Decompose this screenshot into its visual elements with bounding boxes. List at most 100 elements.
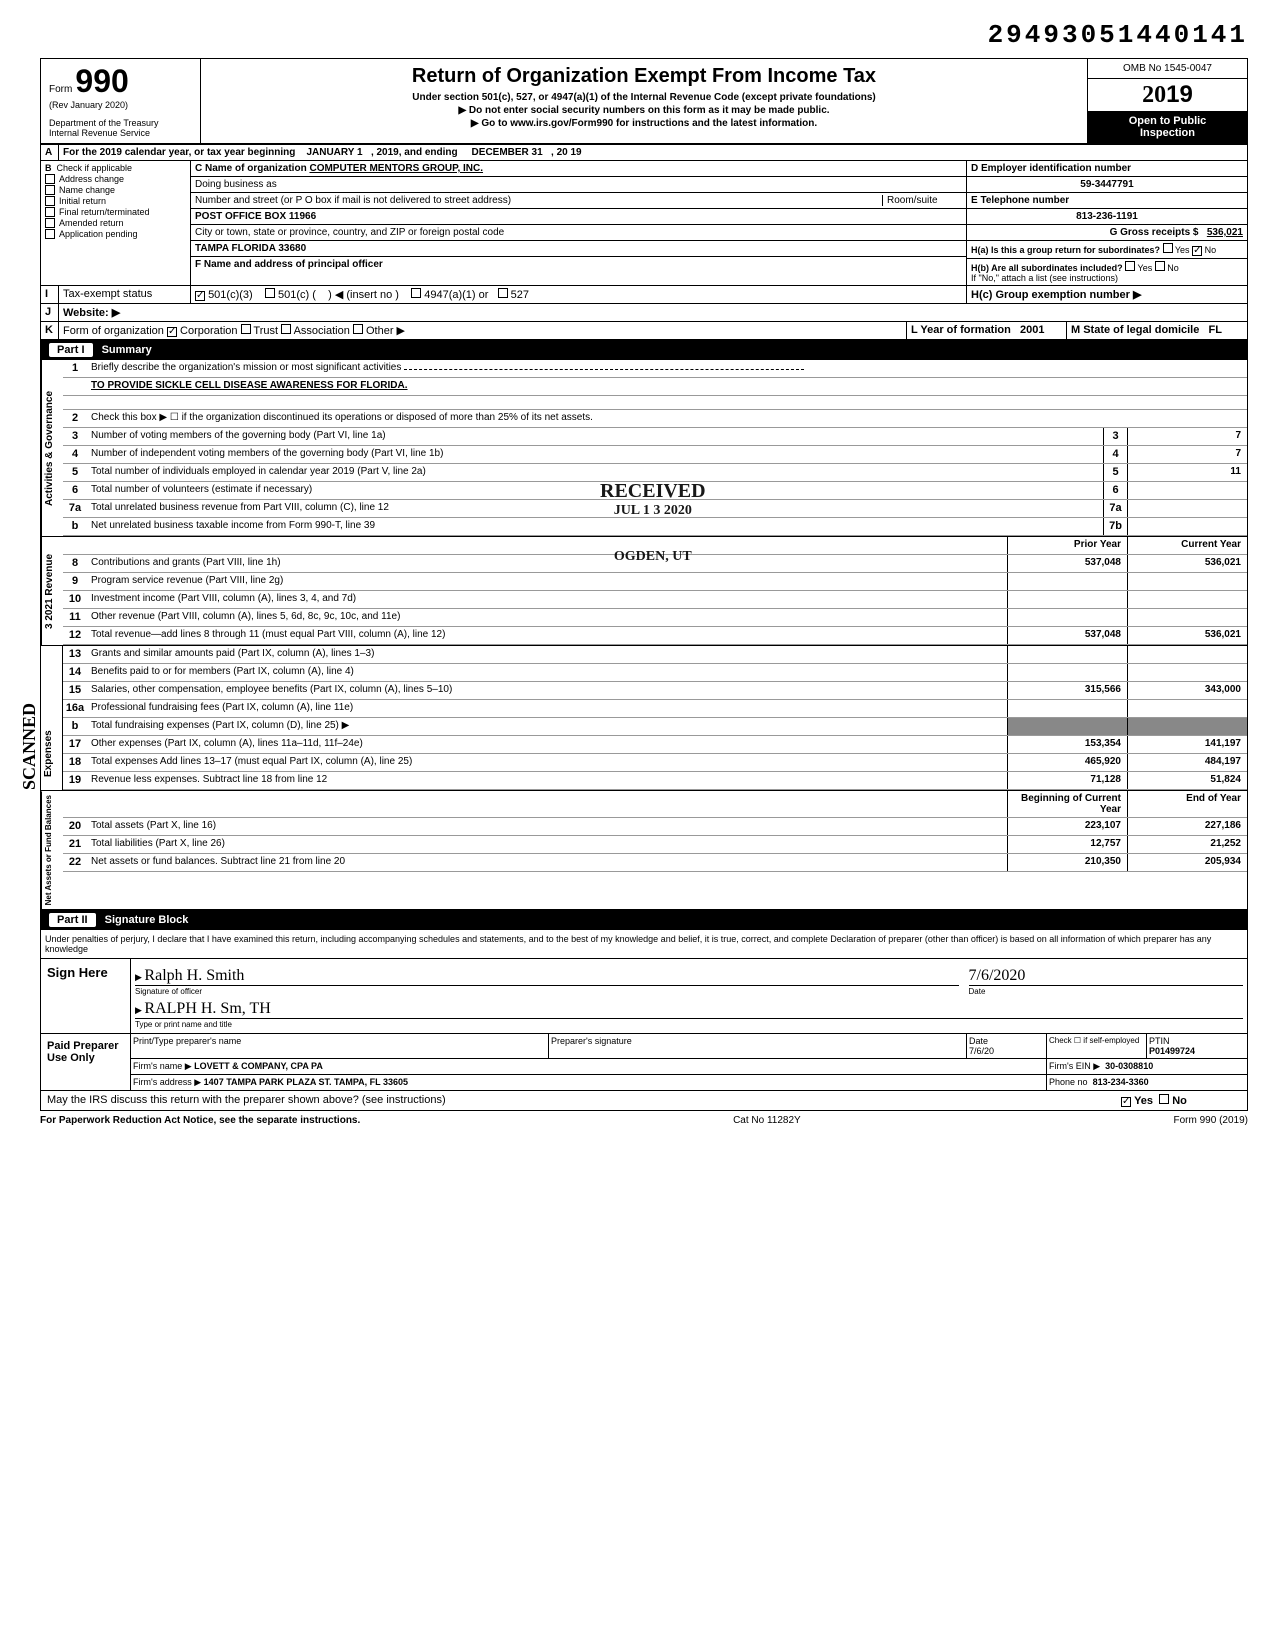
j-label: J xyxy=(41,304,59,321)
document-id: 29493051440141 xyxy=(40,20,1248,50)
checkbox-final-return-terminated[interactable]: Final return/terminated xyxy=(45,207,186,217)
f-label: F Name and address of principal officer xyxy=(195,259,383,270)
mission-answer: TO PROVIDE SICKLE CELL DISEASE AWARENESS… xyxy=(87,378,1247,395)
room-label: Room/suite xyxy=(882,195,962,206)
501c-insert: ) ◀ (insert no ) xyxy=(328,289,399,301)
other-box[interactable] xyxy=(353,324,363,334)
line-15: 15Salaries, other compensation, employee… xyxy=(63,682,1247,700)
firm-ein-label: Firm's EIN ▶ xyxy=(1049,1061,1100,1071)
4947-label: 4947(a)(1) or xyxy=(424,289,488,301)
firm-name: LOVETT & COMPANY, CPA PA xyxy=(194,1061,323,1071)
city-label: City or town, state or province, country… xyxy=(191,225,966,241)
footer-mid: Cat No 11282Y xyxy=(733,1115,801,1126)
part1-body: Activities & Governance 1Briefly describ… xyxy=(40,360,1248,537)
sign-here-label: Sign Here xyxy=(47,965,108,980)
hb-note: If "No," attach a list (see instructions… xyxy=(971,273,1118,283)
checkbox-name-change[interactable]: Name change xyxy=(45,185,186,195)
footer-right: Form 990 (2019) xyxy=(1174,1115,1248,1126)
line-14: 14Benefits paid to or for members (Part … xyxy=(63,664,1247,682)
ha-yes-box[interactable] xyxy=(1163,243,1173,253)
omb-number: OMB No 1545-0047 xyxy=(1088,59,1247,79)
ptin-value: P01499724 xyxy=(1149,1046,1195,1056)
b-label: B xyxy=(45,163,52,173)
i-label: I xyxy=(41,286,59,303)
assoc-box[interactable] xyxy=(281,324,291,334)
527-label: 527 xyxy=(511,289,529,301)
hb-yes-box[interactable] xyxy=(1125,261,1135,271)
side-expenses: Expenses xyxy=(41,718,63,790)
k-text: Form of organization xyxy=(63,325,164,337)
i-text: Tax-exempt status xyxy=(59,286,191,303)
prep-date-value: 7/6/20 xyxy=(969,1046,994,1056)
row-a-label: A xyxy=(41,145,59,160)
expenses-section: Expenses SCANNED 13Grants and similar am… xyxy=(40,646,1248,791)
4947-box[interactable] xyxy=(411,288,421,298)
discuss-no-box[interactable] xyxy=(1159,1094,1169,1104)
line-8: 8Contributions and grants (Part VIII, li… xyxy=(63,555,1247,573)
trust-label: Trust xyxy=(253,325,278,337)
501c-box[interactable] xyxy=(265,288,275,298)
summary-line-b: bNet unrelated business taxable income f… xyxy=(63,518,1247,536)
hc-label: H(c) Group exemption number ▶ xyxy=(971,289,1141,301)
page-footer: For Paperwork Reduction Act Notice, see … xyxy=(40,1115,1248,1126)
form-header: Form 990 (Rev January 2020) Department o… xyxy=(40,58,1248,145)
part2-label: Part II xyxy=(49,913,96,927)
summary-line-6: 6Total number of volunteers (estimate if… xyxy=(63,482,1247,500)
b-header: Check if applicable xyxy=(57,163,133,173)
irs-label: Internal Revenue Service xyxy=(49,128,192,138)
501c3-label: 501(c)(3) xyxy=(208,289,253,301)
other-label: Other ▶ xyxy=(366,325,405,337)
row-a-begin: JANUARY 1 xyxy=(306,147,362,158)
checkbox-application-pending[interactable]: Application pending xyxy=(45,229,186,239)
line-10: 10Investment income (Part VIII, column (… xyxy=(63,591,1247,609)
firm-name-label: Firm's name ▶ xyxy=(133,1061,192,1071)
part1-header: Part I Summary xyxy=(40,340,1248,360)
firm-ein: 30-0308810 xyxy=(1105,1061,1153,1071)
sig-date-value: 7/6/2020 xyxy=(969,967,1026,984)
phone-value: 813-236-1191 xyxy=(967,209,1247,225)
rev-date: (Rev January 2020) xyxy=(49,100,192,110)
part1-title: Summary xyxy=(102,344,152,356)
trust-box[interactable] xyxy=(241,324,251,334)
firm-phone: 813-234-3360 xyxy=(1093,1077,1149,1087)
row-i: I Tax-exempt status 501(c)(3) 501(c) ( )… xyxy=(40,286,1248,304)
col-prior-header: Prior Year xyxy=(1007,537,1127,554)
checkbox-initial-return[interactable]: Initial return xyxy=(45,196,186,206)
ha-no-box[interactable] xyxy=(1192,246,1202,256)
paid-preparer-label: Paid Preparer Use Only xyxy=(47,1040,119,1064)
check-self-employed: Check ☐ if self-employed xyxy=(1047,1034,1147,1058)
ha-yes: Yes xyxy=(1175,245,1190,255)
addr-label: Number and street (or P O box if mail is… xyxy=(195,195,511,206)
side-rev-label: Revenue xyxy=(44,553,55,595)
section-b-to-h: B Check if applicable Address changeName… xyxy=(40,161,1248,286)
open-public-1: Open to Public xyxy=(1129,115,1207,127)
checkbox-amended-return[interactable]: Amended return xyxy=(45,218,186,228)
dept-treasury: Department of the Treasury xyxy=(49,118,192,128)
501c-label: 501(c) ( xyxy=(278,289,316,301)
footer-left: For Paperwork Reduction Act Notice, see … xyxy=(40,1115,360,1126)
ptin-label: PTIN xyxy=(1149,1036,1170,1046)
form-title: Return of Organization Exempt From Incom… xyxy=(211,65,1077,88)
discuss-yes-box[interactable] xyxy=(1121,1097,1131,1107)
j-text: Website: ▶ xyxy=(59,304,1247,321)
ha-no: No xyxy=(1205,245,1217,255)
line-b: bTotal fundraising expenses (Part IX, co… xyxy=(63,718,1247,736)
501c3-box[interactable] xyxy=(195,291,205,301)
firm-addr: 1407 TAMPA PARK PLAZA ST. TAMPA, FL 3360… xyxy=(204,1077,408,1087)
part1-label: Part I xyxy=(49,343,93,357)
527-box[interactable] xyxy=(498,288,508,298)
corp-box[interactable] xyxy=(167,327,177,337)
discuss-question: May the IRS discuss this return with the… xyxy=(47,1094,1121,1107)
sig-date-label: Date xyxy=(969,985,1244,996)
ha-label: H(a) Is this a group return for subordin… xyxy=(971,245,1160,255)
officer-signature: Ralph H. Smith xyxy=(144,967,244,984)
line-18: 18Total expenses Add lines 13–17 (must e… xyxy=(63,754,1247,772)
net-assets-section: Net Assets or Fund Balances Beginning of… xyxy=(40,791,1248,910)
hb-label: H(b) Are all subordinates included? xyxy=(971,263,1123,273)
summary-line-3: 3Number of voting members of the governi… xyxy=(63,428,1247,446)
m-label: M State of legal domicile xyxy=(1071,324,1199,336)
hb-no-box[interactable] xyxy=(1155,261,1165,271)
summary-line-7a: 7aTotal unrelated business revenue from … xyxy=(63,500,1247,518)
checkbox-address-change[interactable]: Address change xyxy=(45,174,186,184)
g-label: G Gross receipts $ xyxy=(1110,227,1199,238)
